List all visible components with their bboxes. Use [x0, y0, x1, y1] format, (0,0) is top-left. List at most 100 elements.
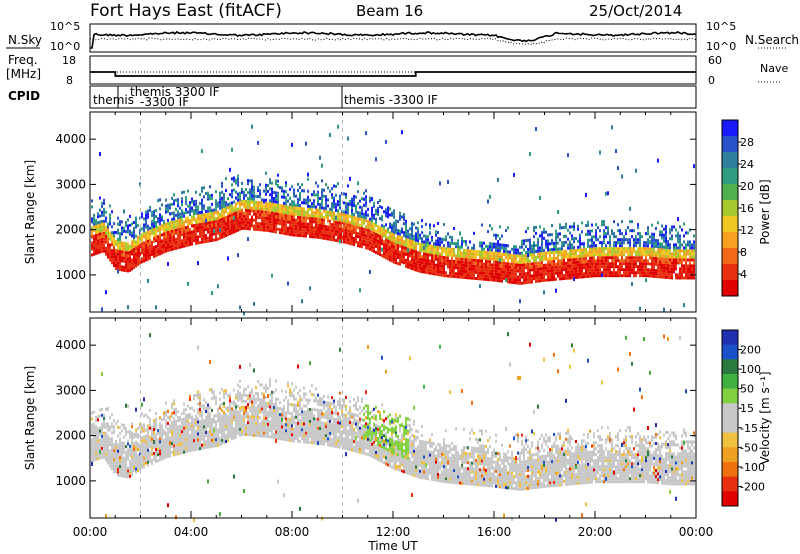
data-cell: [143, 256, 145, 260]
data-cell: [661, 269, 663, 273]
data-cell: [127, 263, 129, 267]
data-cell: [145, 249, 147, 253]
data-cell: [367, 207, 369, 211]
data-cell: [111, 240, 113, 244]
data-cell: [101, 437, 103, 441]
data-cell: [541, 267, 543, 271]
data-cell: [265, 183, 267, 187]
data-cell: [141, 430, 143, 434]
data-cell: [523, 272, 525, 276]
data-cell: [587, 223, 589, 227]
data-cell: [201, 219, 203, 223]
data-cell: [587, 220, 589, 224]
data-cell: [359, 211, 361, 215]
data-cell: [503, 267, 505, 271]
data-cell: [153, 418, 155, 422]
data-cell: [487, 257, 489, 261]
data-cell: [365, 234, 367, 238]
data-cell: [415, 268, 417, 272]
data-cell: [325, 213, 327, 217]
data-cell: [585, 233, 587, 237]
data-cell: [329, 237, 331, 241]
data-cell: [469, 276, 471, 280]
data-cell: [271, 199, 273, 203]
data-cell: [399, 241, 401, 245]
data-cell: [651, 274, 653, 278]
data-cell: [163, 453, 165, 457]
data-cell: [637, 253, 639, 257]
data-cell: [123, 456, 125, 460]
data-cell: [413, 234, 415, 238]
data-cell: [295, 203, 297, 207]
data-cell: [519, 269, 521, 273]
data-cell: [533, 265, 535, 269]
data-cell: [109, 234, 111, 238]
data-cell: [173, 426, 175, 430]
data-cell: [195, 205, 197, 209]
data-cell: [345, 225, 347, 229]
data-cell: [165, 204, 167, 208]
data-cell: [467, 246, 469, 250]
data-cell: [231, 210, 233, 214]
data-cell: [251, 182, 253, 186]
data-cell: [295, 194, 297, 198]
data-cell: [199, 396, 201, 400]
data-cell: [395, 225, 397, 229]
data-cell: [299, 231, 301, 235]
data-cell: [455, 245, 457, 249]
data-cell: [113, 249, 115, 253]
data-cell: [575, 248, 577, 252]
data-cell: [585, 263, 587, 267]
data-cell: [103, 243, 105, 247]
data-cell: [167, 503, 169, 508]
data-cell: [191, 230, 193, 234]
data-cell: [351, 221, 353, 225]
data-cell: [273, 218, 275, 222]
data-cell: [537, 264, 539, 268]
data-cell: [143, 244, 145, 248]
data-cell: [455, 275, 457, 279]
data-cell: [369, 232, 371, 236]
data-cell: [167, 209, 169, 213]
data-cell: [453, 272, 455, 276]
data-cell: [569, 267, 571, 271]
data-cell: [109, 216, 111, 220]
data-cell: [165, 243, 167, 247]
data-cell: [581, 275, 583, 279]
data-cell: [245, 220, 247, 224]
data-cell: [247, 182, 249, 186]
data-cell: [203, 204, 205, 208]
data-cell: [377, 251, 379, 255]
freq-label: Freq.: [8, 53, 38, 67]
data-cell: [401, 254, 403, 258]
data-cell: [231, 192, 233, 196]
data-cell: [335, 232, 337, 236]
data-cell: [153, 251, 155, 255]
data-cell: [487, 248, 489, 252]
data-cell: [133, 232, 135, 236]
data-cell: [197, 447, 199, 451]
data-cell: [101, 407, 103, 411]
data-cell: [545, 245, 547, 249]
data-cell: [159, 231, 161, 235]
data-cell: [267, 225, 269, 229]
data-cell: [567, 270, 569, 274]
data-cell: [175, 428, 177, 432]
data-cell: [119, 444, 121, 448]
data-cell: [157, 250, 159, 254]
data-cell: [171, 226, 173, 230]
data-cell: [555, 232, 557, 236]
data-cell: [209, 194, 211, 198]
data-cell: [693, 267, 695, 271]
data-cell: [407, 256, 409, 260]
data-cell: [105, 234, 107, 238]
data-cell: [147, 448, 149, 452]
data-cell: [149, 333, 151, 338]
data-cell: [121, 253, 123, 257]
data-cell: [109, 255, 111, 259]
data-cell: [559, 253, 561, 257]
data-cell: [173, 429, 175, 433]
data-cell: [149, 420, 151, 424]
data-cell: [553, 262, 555, 266]
data-cell: [149, 453, 151, 457]
